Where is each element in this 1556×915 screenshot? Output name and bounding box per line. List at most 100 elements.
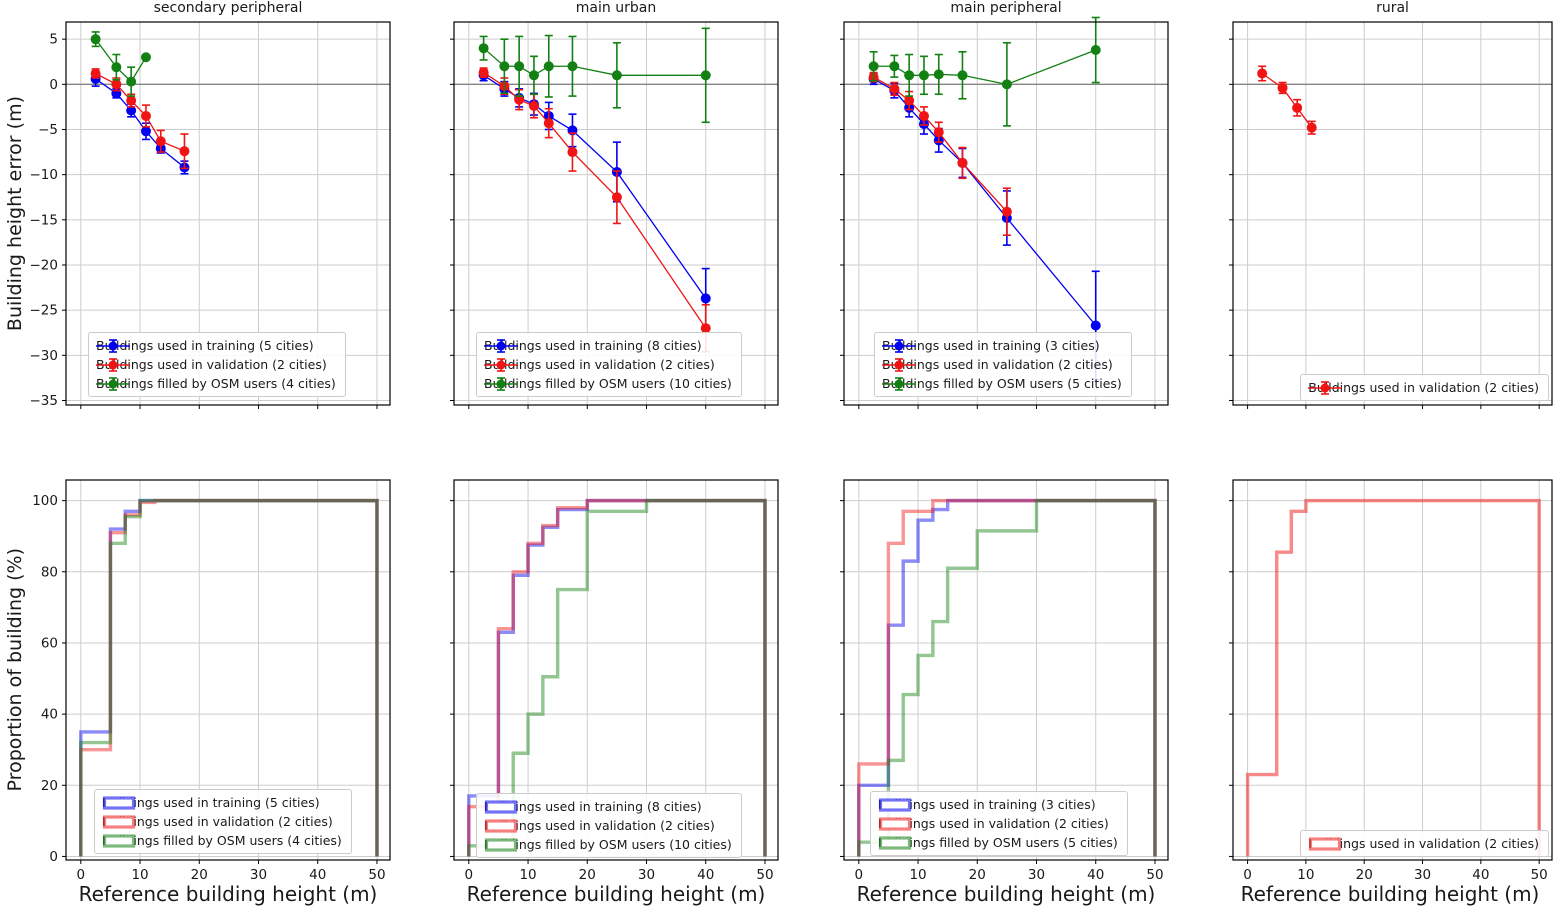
data-point bbox=[1001, 79, 1012, 90]
legend-item-buildings-used-in-validation-2-cities: Buildings used in validation (2 cities) bbox=[882, 355, 1122, 374]
xlabel-col-1: Reference building height (m) bbox=[466, 882, 766, 906]
legend-label: Buildings used in validation (2 cities) bbox=[484, 818, 715, 833]
data-point bbox=[904, 95, 915, 106]
data-point bbox=[111, 79, 122, 90]
y-tick-label: −5 bbox=[38, 122, 58, 138]
data-point bbox=[543, 61, 554, 72]
data-point bbox=[918, 110, 929, 121]
series-buildings-used-in-validation-2-cities bbox=[1245, 498, 1541, 857]
data-point bbox=[611, 192, 622, 203]
errorbar-marker-icon bbox=[96, 338, 130, 353]
data-point bbox=[179, 146, 190, 157]
data-point bbox=[611, 70, 622, 81]
x-tick-label: 20 bbox=[1356, 867, 1373, 883]
x-tick-label: 40 bbox=[1472, 867, 1489, 883]
data-point bbox=[904, 70, 915, 81]
histogram-patch-icon bbox=[878, 835, 912, 850]
series-buildings-used-in-validation-2-cities bbox=[467, 498, 767, 857]
legend: Buildings used in training (8 cities) Bui… bbox=[476, 332, 742, 397]
data-point bbox=[1292, 102, 1303, 113]
legend-item-buildings-filled-by-osm-users-4-cities: Buildings filled by OSM users (4 cities) bbox=[102, 831, 342, 850]
step-line bbox=[79, 498, 379, 857]
errorbar-marker-icon bbox=[484, 338, 518, 353]
title-secondary-peripheral: secondary peripheral bbox=[153, 0, 303, 16]
data-point bbox=[933, 127, 944, 138]
histogram-patch-icon bbox=[102, 795, 136, 810]
data-point bbox=[126, 105, 137, 116]
legend: Buildings used in training (5 cities) Bui… bbox=[88, 332, 346, 397]
step-line bbox=[857, 498, 1157, 857]
data-point bbox=[140, 110, 151, 121]
x-tick-label: 50 bbox=[1531, 867, 1548, 883]
errorbar-marker-icon bbox=[96, 376, 130, 391]
legend: Buildings used in training (3 cities) Bui… bbox=[874, 332, 1132, 397]
legend-label: Buildings used in validation (2 cities) bbox=[96, 357, 327, 372]
legend: Buildings used in training (3 cities) Bui… bbox=[870, 791, 1128, 856]
legend-label: Buildings used in validation (2 cities) bbox=[102, 814, 333, 829]
subplot-error-main-peripheral: Buildings used in training (3 cities) Bui… bbox=[840, 16, 1169, 409]
axes: 0 10 20 30 40 50 bbox=[840, 479, 1169, 883]
series-buildings-used-in-validation-2-cities bbox=[90, 68, 190, 170]
legend-item-buildings-used-in-training-3-cities: Buildings used in training (3 cities) bbox=[878, 795, 1118, 814]
axes-border bbox=[453, 479, 779, 861]
legend-item-buildings-used-in-training-8-cities: Buildings used in training (8 cities) bbox=[484, 336, 732, 355]
data-point bbox=[90, 68, 101, 79]
series-buildings-used-in-training-8-cities bbox=[478, 69, 711, 330]
series-line bbox=[483, 72, 707, 329]
legend-item-buildings-filled-by-osm-users-10-cities: Buildings filled by OSM users (10 cities… bbox=[484, 835, 732, 854]
legend-label: Buildings filled by OSM users (4 cities) bbox=[96, 376, 336, 391]
data-point bbox=[567, 61, 578, 72]
data-point bbox=[1277, 82, 1288, 93]
legend-item-buildings-used-in-validation-2-cities: Buildings used in validation (2 cities) bbox=[1308, 378, 1539, 397]
axes-border bbox=[65, 479, 391, 861]
legend-item-buildings-used-in-validation-2-cities: Buildings used in validation (2 cities) bbox=[484, 355, 732, 374]
x-tick-label: 40 bbox=[697, 867, 714, 883]
legend-label: Buildings used in training (3 cities) bbox=[882, 338, 1100, 353]
xlabel-col-0: Reference building height (m) bbox=[78, 882, 378, 906]
data-point bbox=[889, 83, 900, 94]
data-point bbox=[478, 67, 489, 78]
x-tick-label: 50 bbox=[1146, 867, 1163, 883]
axes-border bbox=[843, 21, 1169, 406]
data-point bbox=[514, 61, 525, 72]
axes-border bbox=[1232, 479, 1553, 861]
series-buildings-used-in-training-3-cities bbox=[857, 498, 1157, 857]
data-point bbox=[126, 95, 137, 106]
subplot-error-rural: Buildings used in validation (2 cities) bbox=[1229, 21, 1553, 409]
series-line bbox=[95, 38, 147, 83]
series-buildings-filled-by-osm-users-10-cities bbox=[478, 27, 711, 124]
histogram-patch-icon bbox=[102, 833, 136, 848]
x-tick-label: 40 bbox=[1087, 867, 1104, 883]
plot-canvas: 0 10 20 30 40 50 bbox=[840, 479, 1169, 883]
x-tick-label: 20 bbox=[191, 867, 208, 883]
legend-item-buildings-filled-by-osm-users-5-cities: Buildings filled by OSM users (5 cities) bbox=[878, 833, 1118, 852]
legend-item-buildings-used-in-validation-2-cities: Buildings used in validation (2 cities) bbox=[102, 812, 342, 831]
legend-label: Buildings used in validation (2 cities) bbox=[1308, 380, 1539, 395]
errorbar-marker-icon bbox=[484, 376, 518, 391]
legend-label: Buildings used in validation (2 cities) bbox=[878, 816, 1109, 831]
series-buildings-used-in-training-8-cities bbox=[467, 498, 767, 857]
legend: Buildings used in training (8 cities) Bui… bbox=[476, 793, 742, 858]
legend-item-buildings-used-in-training-3-cities: Buildings used in training (3 cities) bbox=[882, 336, 1122, 355]
histogram-patch-icon bbox=[484, 837, 518, 852]
x-tick-label: 20 bbox=[579, 867, 596, 883]
plot-canvas: 0 10 20 30 40 50 bbox=[450, 479, 779, 883]
legend-item-buildings-filled-by-osm-users-10-cities: Buildings filled by OSM users (10 cities… bbox=[484, 374, 732, 393]
data-point bbox=[140, 126, 151, 137]
series-buildings-filled-by-osm-users-5-cities bbox=[868, 16, 1101, 127]
data-point bbox=[1306, 122, 1317, 133]
errorbar-marker-icon bbox=[484, 357, 518, 372]
legend-item-buildings-used-in-training-5-cities: Buildings used in training (5 cities) bbox=[102, 793, 342, 812]
histogram-patch-icon bbox=[878, 797, 912, 812]
y-tick-label: 0 bbox=[49, 849, 58, 865]
step-line bbox=[857, 498, 1157, 857]
series-buildings-used-in-validation-2-cities bbox=[478, 67, 711, 353]
subplot-cdf-secondary-peripheral: 0 10 20 30 40 50 0 20 40 60 80 100 Buildings used in… bbox=[32, 479, 391, 883]
series-buildings-used-in-validation-2-cities bbox=[868, 71, 1012, 236]
x-tick-label: 30 bbox=[638, 867, 655, 883]
data-point bbox=[126, 76, 137, 87]
legend: Buildings used in validation (2 cities) bbox=[1300, 374, 1549, 401]
step-line bbox=[79, 498, 379, 857]
data-point bbox=[514, 94, 525, 105]
histogram-patch-icon bbox=[484, 799, 518, 814]
